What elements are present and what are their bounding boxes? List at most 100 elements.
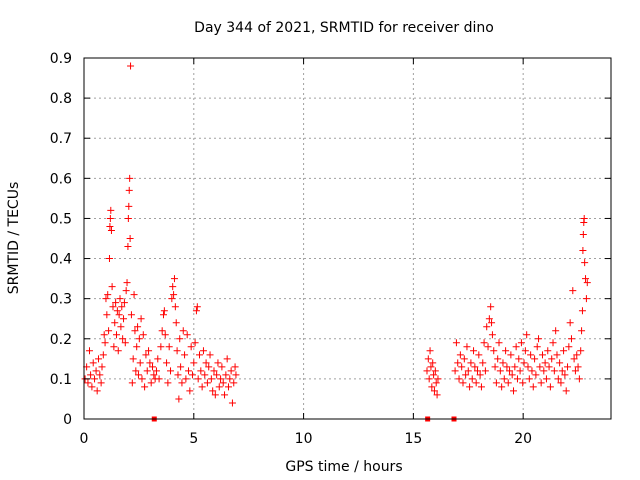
x-tick-label: 15 [404,431,422,447]
data-point [149,363,157,371]
data-point [488,319,496,327]
data-point [170,275,178,283]
x-tick-label: 10 [295,431,313,447]
data-point [565,343,573,351]
data-point [120,299,128,307]
data-point [116,295,124,303]
data-point [117,323,125,331]
data-point [130,291,138,299]
data-point [549,339,557,347]
data-point [205,363,213,371]
data-point [150,371,158,379]
data-point [104,291,112,299]
data-point [515,355,523,363]
data-point [102,295,110,303]
data-point [227,367,235,375]
data-points [81,62,591,407]
data-point [476,371,484,379]
data-point [433,391,441,399]
y-tick-label: 0.4 [50,252,72,268]
data-point [570,355,578,363]
data-point [128,379,136,387]
data-point [583,279,591,287]
data-point [196,351,204,359]
data-point [118,303,126,311]
data-point [455,375,463,383]
data-point [429,359,437,367]
data-point [112,299,120,307]
data-point [119,335,127,343]
data-point [110,343,118,351]
data-point [533,343,541,351]
data-point [525,375,533,383]
data-point [531,355,539,363]
data-point [575,375,583,383]
data-point [423,367,431,375]
y-axis-label: SRMTID / TECUs [6,182,22,295]
data-point [136,359,144,367]
data-point [125,202,133,210]
data-point [114,347,122,355]
data-point [494,355,502,363]
data-point [209,387,217,395]
data-point [554,375,562,383]
data-point [125,186,133,194]
data-point [199,347,207,355]
data-point [113,307,121,315]
data-point [226,375,234,383]
data-point [106,214,114,222]
data-point [161,331,169,339]
data-point [185,367,193,375]
data-point [464,367,472,375]
data-point [529,383,537,391]
data-point [577,347,585,355]
data-point [178,379,186,387]
data-point [544,347,552,355]
data-point [579,247,587,255]
data-point [210,367,218,375]
data-point [487,303,495,311]
data-point [215,383,223,391]
data-point [190,359,198,367]
data-point [105,327,113,335]
data-point [91,375,99,383]
data-point [231,363,239,371]
data-point [483,323,491,331]
data-point [481,367,489,375]
data-point [580,214,588,222]
data-point [147,379,155,387]
data-point [454,359,462,367]
data-point [470,347,478,355]
data-point [550,367,558,375]
data-point [197,367,205,375]
data-point [552,327,560,335]
data-point [579,230,587,238]
data-point [564,363,572,371]
data-point [480,339,488,347]
data-point [473,367,481,375]
data-point [107,226,115,234]
data-point [182,375,190,383]
data-point [131,327,139,335]
data-point [430,371,438,379]
data-point [468,375,476,383]
data-point [168,295,176,303]
data-point [538,351,546,359]
data-point [490,347,498,355]
data-point [135,335,143,343]
data-point [176,335,184,343]
data-point [462,371,470,379]
data-point [520,359,528,367]
data-point [112,331,120,339]
data-point [126,174,134,182]
data-point [578,327,586,335]
data-point [511,363,519,371]
data-point [138,375,146,383]
data-point [108,283,116,291]
data-point [155,375,163,383]
x-tick-label: 20 [514,431,532,447]
plot-frame [83,57,612,420]
data-point [498,383,506,391]
data-point [127,62,135,70]
y-tick-label: 0.7 [50,131,72,147]
